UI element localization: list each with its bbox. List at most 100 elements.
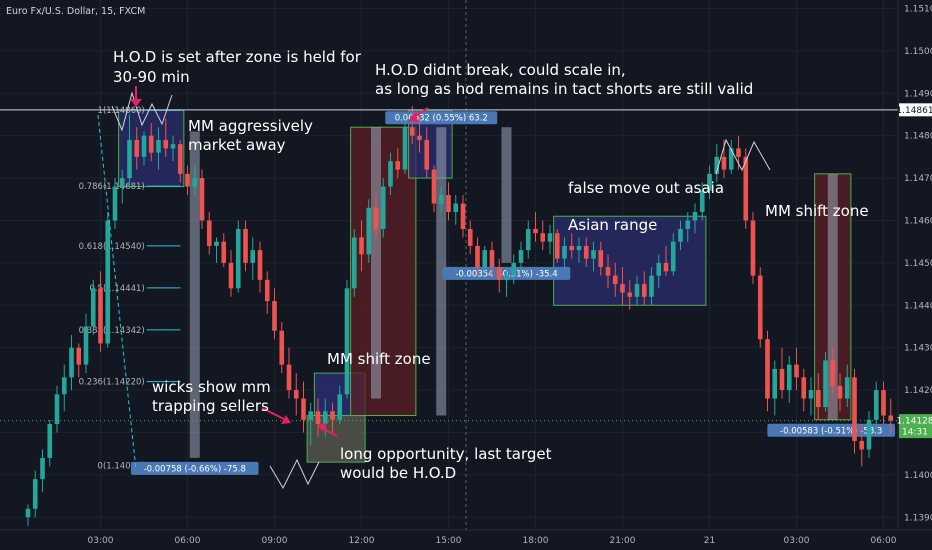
price-tick-label: 1.14700 bbox=[904, 174, 932, 184]
candle-body bbox=[98, 288, 103, 344]
time-tick-label: 03:00 bbox=[784, 536, 810, 546]
price-tick-label: 1.14400 bbox=[904, 301, 932, 311]
candle-body bbox=[707, 173, 712, 191]
candle-body bbox=[852, 377, 857, 441]
fib-level-label: 0.618(1.14540) bbox=[79, 242, 145, 252]
candle-body bbox=[264, 279, 270, 302]
candle-body bbox=[765, 339, 770, 399]
annotation-mm-shift-zone-1: MM shift zone bbox=[327, 350, 431, 368]
time-tick-label: 21 bbox=[704, 536, 715, 546]
annotation-hod-set: H.O.D is set after zone is held for 30-9… bbox=[113, 48, 362, 86]
candle-body bbox=[823, 360, 828, 408]
annotation-hod-set-line-2: 30-90 min bbox=[113, 68, 190, 86]
time-tick-label: 21:00 bbox=[610, 536, 636, 546]
candle-body bbox=[243, 228, 248, 263]
candle-body bbox=[351, 237, 357, 289]
measure-bar bbox=[827, 173, 838, 420]
candle-body bbox=[417, 135, 422, 140]
false-move-zigzag-marker bbox=[715, 138, 771, 175]
measure-bar bbox=[501, 127, 512, 263]
price-tick-label: 1.14000 bbox=[904, 471, 932, 481]
candle-body bbox=[475, 245, 480, 268]
candle-body bbox=[272, 301, 277, 331]
measure-label: 0.00632 (0.55%) 63.2 bbox=[395, 114, 488, 124]
annotation-hod-didnt-break: H.O.D didnt break, could scale in, as lo… bbox=[375, 61, 753, 98]
candle-body bbox=[562, 245, 567, 259]
candle-body bbox=[786, 364, 792, 391]
candle-body bbox=[482, 250, 488, 268]
candle-body bbox=[467, 228, 473, 246]
annotation-hod-set-line-1: H.O.D is set after zone is held for bbox=[113, 48, 362, 66]
candle-body bbox=[620, 284, 625, 293]
candle-body bbox=[525, 228, 531, 251]
candle-body bbox=[547, 233, 553, 242]
candle-body bbox=[206, 220, 212, 246]
retest-arrow-head bbox=[408, 112, 418, 122]
symbol-title: Euro Fx/U.S. Dollar, 15, FXCM bbox=[6, 6, 145, 17]
annotation-wicks-line-2: trapping sellers bbox=[152, 397, 269, 415]
candle-body bbox=[649, 275, 654, 297]
candle-body bbox=[678, 228, 683, 242]
candle-body bbox=[460, 203, 466, 229]
candle-body bbox=[388, 161, 393, 187]
time-tick-label: 03:00 bbox=[88, 536, 114, 546]
current-price-tag-text: 1.14128 bbox=[896, 417, 932, 427]
candle-body bbox=[322, 411, 328, 424]
fibonacci-retracement[interactable]: 1(1.14860) 0.786(1.14681) 0.618(1.14540) 0.… bbox=[79, 106, 181, 472]
fib-level-label: 0.786(1.14681) bbox=[79, 182, 145, 192]
candle-body bbox=[794, 364, 799, 378]
annotation-mm-aggressive: MM aggressively market away bbox=[188, 117, 313, 154]
fib-trend-line bbox=[97, 114, 137, 471]
candle-body bbox=[119, 178, 125, 187]
measure-bar bbox=[436, 127, 447, 416]
candle-body bbox=[228, 262, 234, 289]
candle-body bbox=[714, 156, 720, 174]
candle-body bbox=[373, 207, 379, 229]
candle-body bbox=[656, 262, 662, 276]
time-axis[interactable]: 03:00 06:00 09:00 12:00 15:00 18:00 21:00 21 03:… bbox=[88, 536, 897, 546]
candle-body bbox=[32, 479, 38, 509]
annotation-mm-shift-zone-2: MM shift zone bbox=[765, 202, 869, 220]
candle-body bbox=[859, 440, 865, 450]
annotation-long-opportunity: long opportunity, last target would be H… bbox=[340, 445, 552, 482]
candle-body bbox=[533, 228, 538, 234]
annotation-hod-didnt-break-line-2: as long as hod remains in tact shorts ar… bbox=[375, 80, 753, 98]
candle-body bbox=[801, 377, 807, 399]
candle-body bbox=[170, 144, 176, 149]
candle-body bbox=[583, 245, 589, 259]
candle-body bbox=[554, 233, 560, 259]
measure-bar bbox=[189, 131, 200, 458]
candle-body bbox=[692, 212, 698, 221]
candle-body bbox=[148, 135, 154, 153]
candle-body bbox=[627, 292, 633, 297]
measure-bar bbox=[371, 127, 381, 399]
candle-body bbox=[540, 233, 546, 242]
price-tick-label: 1.14600 bbox=[904, 216, 932, 226]
candle-body bbox=[634, 284, 640, 297]
time-tick-label: 12:00 bbox=[349, 536, 375, 546]
candle-body bbox=[591, 250, 596, 259]
candle-body bbox=[743, 156, 749, 221]
candle-body bbox=[438, 195, 444, 204]
candle-body bbox=[612, 275, 618, 285]
candle-body bbox=[54, 394, 60, 424]
hod-price-tag-bg bbox=[899, 103, 932, 117]
time-tick-label: 09:00 bbox=[262, 536, 288, 546]
candle-body bbox=[47, 424, 53, 458]
candle-body bbox=[105, 220, 111, 344]
candle-body bbox=[25, 508, 31, 518]
current-time-tag-text: 14:31 bbox=[902, 428, 928, 438]
measure-label-bg bbox=[130, 461, 259, 475]
candle-body bbox=[685, 220, 691, 229]
candle-body bbox=[772, 368, 778, 399]
candle-body bbox=[83, 326, 89, 365]
hod-price-tag-text: 1.14861 bbox=[896, 106, 932, 116]
annotation-mm-aggressive-line-2: market away bbox=[188, 136, 286, 154]
candle-body bbox=[221, 241, 227, 263]
candle-body bbox=[90, 288, 96, 327]
candle-body bbox=[830, 360, 836, 386]
zone-mm-shift-1 bbox=[350, 126, 417, 417]
candle-body bbox=[844, 377, 850, 399]
time-tick-label: 18:00 bbox=[523, 536, 549, 546]
